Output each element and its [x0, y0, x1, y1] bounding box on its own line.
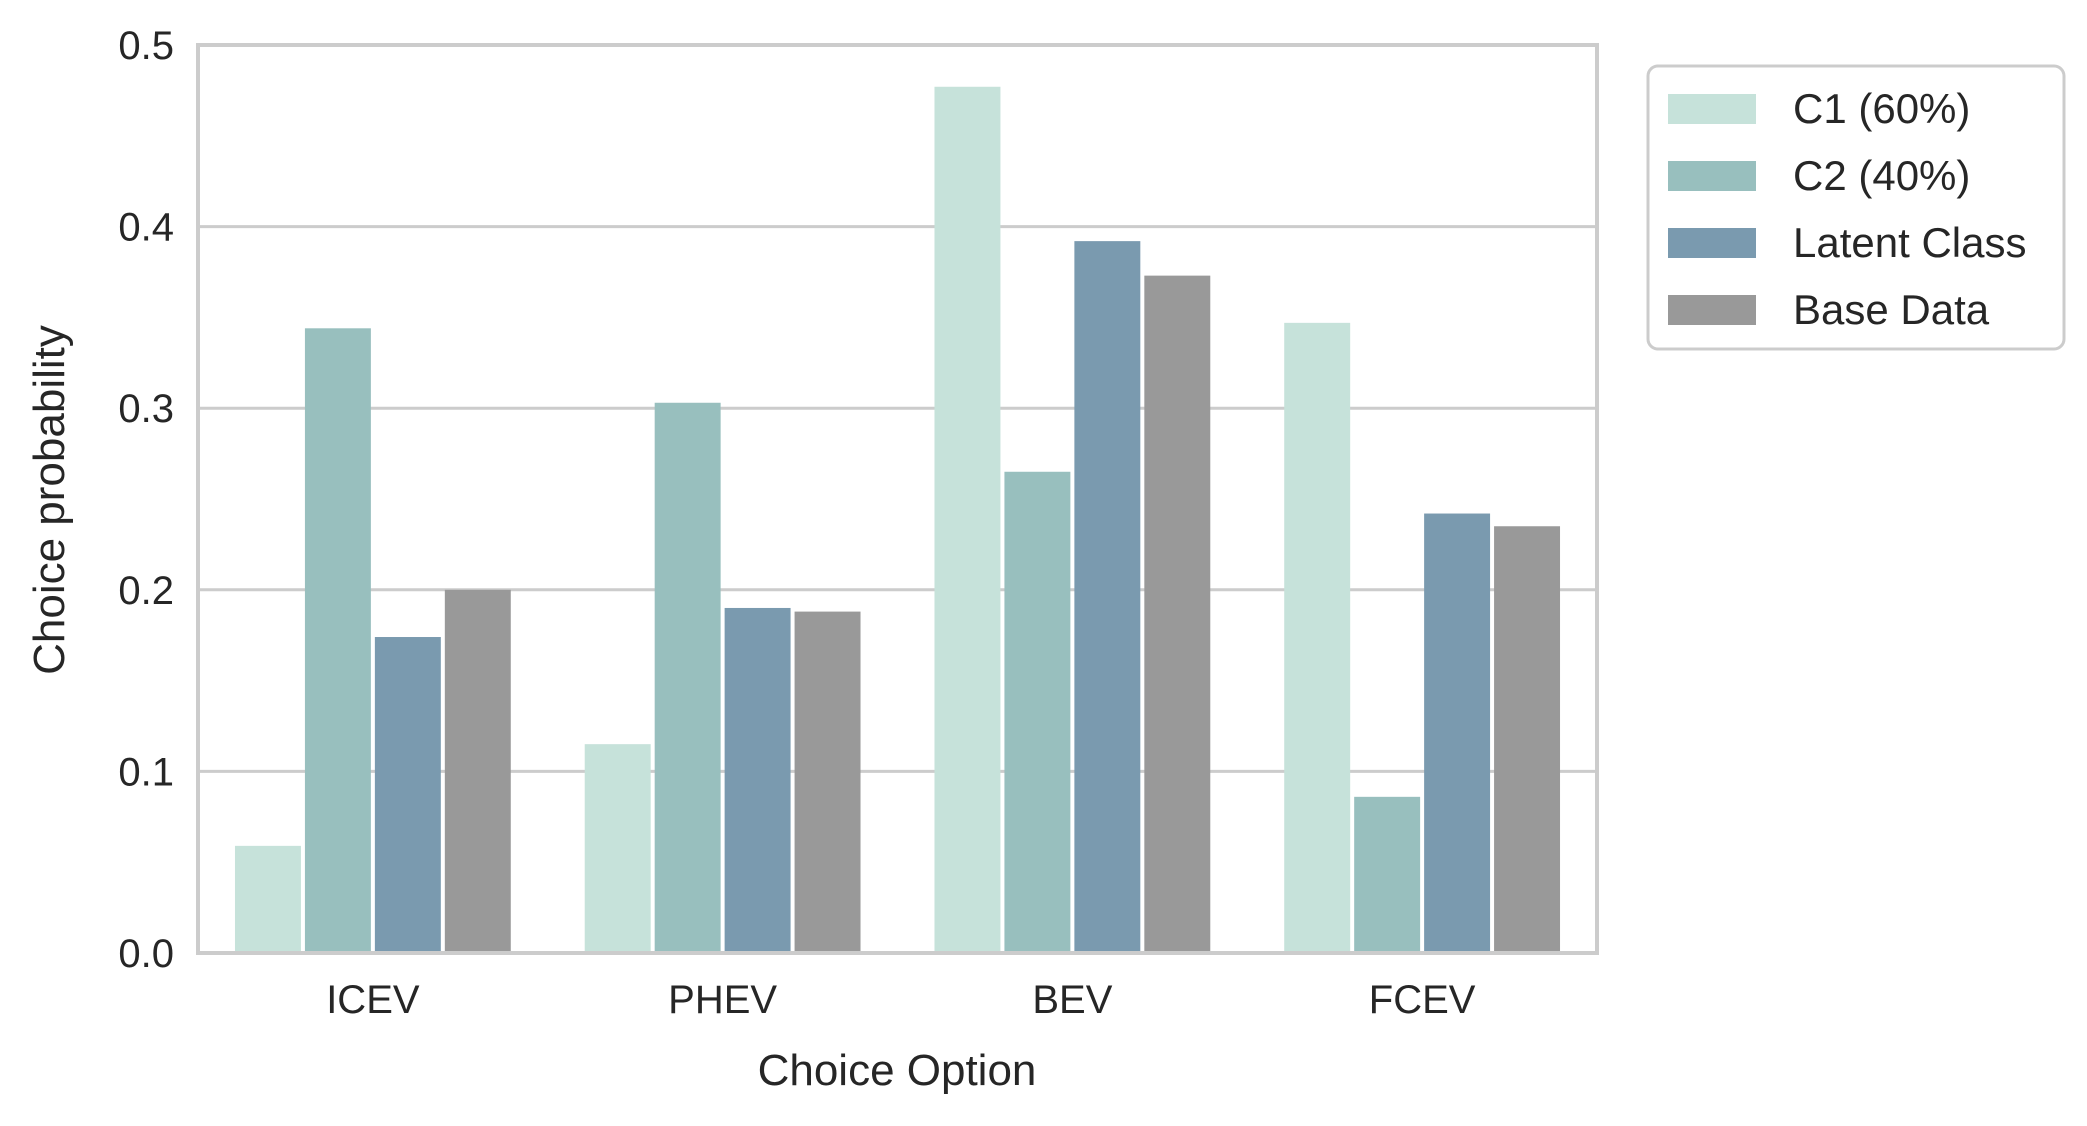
bar: [374, 637, 441, 953]
bar: [934, 86, 1001, 953]
legend-label: C1 (60%): [1793, 85, 1970, 132]
bar: [1494, 526, 1561, 953]
bar: [724, 607, 791, 953]
bar: [1074, 241, 1141, 954]
y-tick-label: 0.4: [118, 206, 174, 250]
y-tick-label: 0.5: [118, 24, 174, 68]
bar: [794, 611, 861, 953]
x-axis-label: Choice Option: [758, 1046, 1037, 1095]
x-tick-labels: ICEV PHEV BEV FCEV: [326, 978, 1476, 1022]
y-tick-label: 0.1: [118, 750, 174, 794]
bar: [1004, 471, 1071, 953]
bar: [1284, 322, 1351, 953]
plot-frame: [196, 43, 1599, 955]
legend-swatch: [1668, 228, 1756, 258]
x-tick-label: ICEV: [326, 978, 420, 1022]
bar: [444, 589, 511, 953]
bar: [1424, 513, 1491, 953]
y-axis-label: Choice probability: [25, 325, 74, 675]
y-tick-label: 0.2: [118, 569, 174, 613]
legend-label: C2 (40%): [1793, 152, 1970, 199]
legend: C1 (60%) C2 (40%) Latent Class Base Data: [1646, 64, 2066, 351]
legend-swatch: [1668, 161, 1756, 191]
legend-label: Latent Class: [1793, 219, 2026, 266]
bar: [1354, 796, 1421, 953]
y-tick-label: 0.0: [118, 932, 174, 976]
legend-swatch: [1668, 94, 1756, 124]
x-tick-label: PHEV: [668, 978, 777, 1022]
bar: [654, 402, 721, 953]
x-tick-label: FCEV: [1369, 978, 1476, 1022]
bar: [1144, 275, 1211, 954]
bars: [234, 86, 1561, 954]
legend-label: Base Data: [1793, 286, 1990, 333]
legend-swatch: [1668, 295, 1756, 325]
bar: [234, 845, 301, 953]
bar: [584, 744, 651, 953]
y-tick-label: 0.3: [118, 387, 174, 431]
y-tick-labels: 0.0 0.1 0.2 0.3 0.4 0.5: [118, 24, 174, 976]
legend-frame: [1646, 64, 2066, 351]
bar: [304, 328, 371, 953]
x-tick-label: BEV: [1032, 978, 1112, 1022]
